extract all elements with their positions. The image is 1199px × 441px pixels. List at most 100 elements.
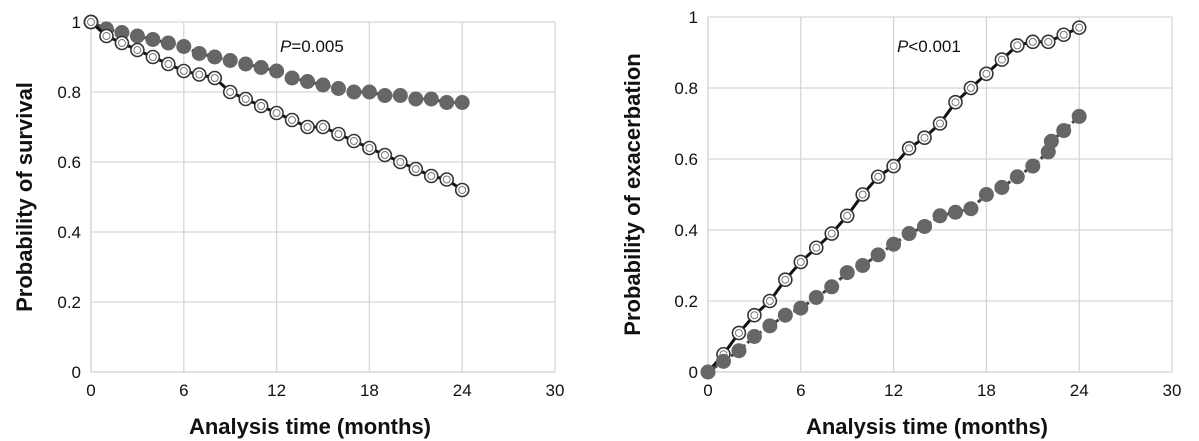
- exacerbation-series-0-point-inner: [997, 55, 1006, 64]
- exacerbation-series-0-point: [870, 169, 886, 185]
- exacerbation-series-1-point: [1071, 108, 1087, 124]
- exacerbation-series-0-point: [1025, 34, 1041, 50]
- survival-series-0-point: [145, 32, 161, 47]
- exacerbation-series-0-point-inner: [827, 229, 836, 238]
- survival-series-0-point: [408, 91, 424, 107]
- survival-series-0-point: [300, 74, 316, 89]
- survival-series-1-point-inner: [288, 116, 297, 124]
- survival-series-1-point: [253, 98, 269, 114]
- survival-xtick-label: 24: [453, 381, 472, 400]
- survival-series-0-point: [269, 63, 285, 79]
- exacerbation-series-0-point: [886, 158, 901, 174]
- survival-ytick-label: 0: [72, 363, 81, 382]
- exacerbation-series-0-point: [932, 116, 948, 131]
- exacerbation-series-0-point-inner: [1013, 41, 1022, 50]
- survival-series-1-point-inner: [365, 144, 374, 152]
- exacerbation-series-0-point: [855, 187, 870, 202]
- exacerbation-series-0-point: [901, 141, 917, 156]
- exacerbation-series-1-point: [1056, 123, 1072, 139]
- survival-series-1-point-inner: [226, 88, 235, 96]
- exacerbation-series-1-point: [731, 343, 747, 359]
- exacerbation-xtick-label: 12: [884, 381, 903, 400]
- survival-series-0-point: [238, 56, 254, 72]
- exacerbation-series-0-point: [731, 325, 747, 341]
- exacerbation-series-0-point: [1010, 38, 1025, 53]
- survival-series-1-point-inner: [179, 67, 188, 75]
- survival-series-0-point: [439, 95, 455, 110]
- survival-series-1-point: [145, 49, 161, 65]
- survival-series-1-point-inner: [303, 123, 312, 131]
- survival-ytick-label: 0.4: [57, 223, 81, 242]
- exacerbation-series-0-point: [762, 293, 778, 309]
- exacerbation-series-0-point-inner: [781, 275, 790, 284]
- exacerbation-series-0-point: [1040, 34, 1056, 50]
- survival-series-1-point-inner: [411, 165, 420, 173]
- survival-series-1-point: [346, 133, 362, 149]
- exacerbation-series-1-point: [947, 204, 963, 220]
- survival-series-1-point: [393, 154, 408, 170]
- exacerbation-series-0-point-inner: [796, 257, 805, 266]
- exacerbation-series-0-point-inner: [843, 211, 852, 220]
- survival-series-1-point-inner: [133, 46, 142, 54]
- survival-ytick-label: 0.8: [57, 83, 81, 102]
- survival-series-0-point: [392, 88, 408, 103]
- exacerbation-series-0-point-inner: [966, 84, 975, 92]
- survival-series-0-point: [176, 39, 192, 54]
- survival-xtick-label: 6: [179, 381, 188, 400]
- survival-series-1-point: [284, 112, 300, 128]
- survival-series-0-point: [423, 91, 439, 107]
- survival-p-value: P=0.005: [280, 37, 344, 56]
- survival-series-0-point: [191, 46, 207, 61]
- exacerbation-series-1: [700, 108, 1087, 380]
- survival-series-1-point: [130, 42, 145, 58]
- survival-series-1-point-inner: [257, 102, 266, 110]
- exacerbation-series-1-point: [700, 364, 716, 380]
- survival-series-1-point: [207, 70, 223, 86]
- survival-series-1-point: [222, 84, 238, 100]
- exacerbation-series-0-point-inner: [905, 144, 914, 153]
- exacerbation-series-0-point-inner: [765, 297, 774, 305]
- exacerbation-series-0-point-inner: [889, 162, 898, 171]
- exacerbation-xtick-label: 30: [1163, 381, 1182, 400]
- survival-p-symbol: P: [280, 37, 292, 56]
- survival-series-1-point-inner: [148, 53, 157, 61]
- exacerbation-p-value-text: <0.001: [908, 37, 960, 56]
- exacerbation-series-1-point: [808, 289, 824, 305]
- exacerbation-ytick-label: 0: [689, 363, 698, 382]
- exacerbation-xtick-label: 24: [1070, 381, 1089, 400]
- survival-series-1-point-inner: [396, 158, 405, 166]
- survival-ytick-label: 0.6: [57, 153, 81, 172]
- exacerbation-series-0-point-inner: [951, 98, 960, 107]
- survival-series-0-point: [253, 60, 269, 75]
- exacerbation-series-0-point: [1056, 27, 1072, 43]
- exacerbation-series-1-point: [762, 318, 778, 334]
- exacerbation-p-symbol: P: [897, 37, 909, 56]
- survival-series-1-point-inner: [210, 74, 219, 82]
- survival-series-1-point: [423, 168, 439, 184]
- exacerbation-series-1-point: [1025, 158, 1041, 174]
- exacerbation-ytick-label: 1: [689, 8, 698, 27]
- exacerbation-series-1-point: [994, 179, 1010, 195]
- exacerbation-series-1-point: [839, 265, 855, 281]
- exacerbation-series-0-point: [824, 226, 840, 241]
- exacerbation-series-0-point: [917, 130, 932, 145]
- exacerbation-series-0-point: [808, 240, 824, 256]
- exacerbation-series-0-point: [963, 80, 979, 96]
- exacerbation-series-0-point-inner: [858, 190, 867, 199]
- survival-series-1-point-inner: [241, 95, 250, 103]
- exacerbation-series-0-point-inner: [936, 119, 944, 128]
- survival-series-0-point: [346, 84, 362, 100]
- exacerbation-xtick-label: 18: [977, 381, 996, 400]
- survival-series-1-point: [99, 28, 114, 44]
- exacerbation-series-1-point: [932, 208, 948, 224]
- survival-series-1-point-inner: [319, 123, 327, 131]
- survival-series-1-point-inner: [195, 70, 204, 79]
- exacerbation-series-1-point: [901, 226, 917, 242]
- survival-series-1-point-inner: [349, 137, 358, 145]
- survival-series-0-point: [222, 53, 238, 68]
- exacerbation-series-0-point: [994, 52, 1010, 67]
- survival-chart: 0 0.2 0.4 0.6 0.8 1 0 6 12 18 24 30 Analysis time (m…: [12, 13, 564, 439]
- survival-p-value-text: =0.005: [291, 37, 343, 56]
- exacerbation-series-1-point: [715, 353, 731, 369]
- exacerbation-series-1-point: [917, 218, 933, 234]
